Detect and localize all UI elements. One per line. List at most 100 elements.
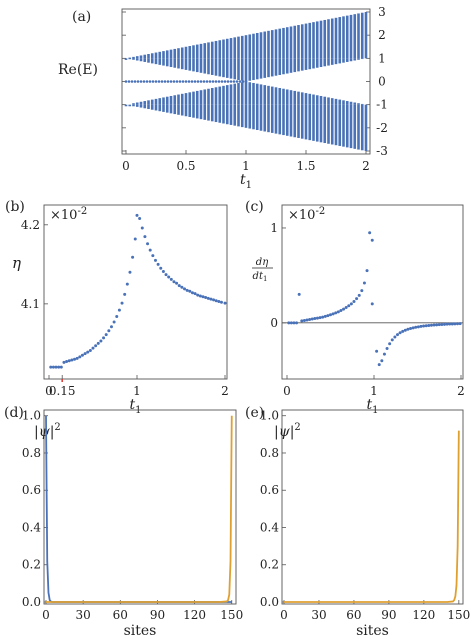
data-point [96, 341, 100, 345]
panel-a: (a) 0 0.5 1 1.5 2 3 2 1 0 -1 -2 -3 Re(E) t1 [58, 5, 388, 191]
lower-band-inner [143, 101, 147, 105]
data-point [104, 333, 108, 337]
lower-band-strip [192, 104, 195, 118]
y-tick-label: 0.8 [22, 446, 41, 460]
multiplier-exp: -2 [315, 206, 325, 217]
x-axis-label-sub: 1 [135, 405, 141, 416]
lower-band-strip [297, 104, 300, 138]
lower-band-inner [135, 102, 139, 105]
lower-band-strip [225, 104, 229, 125]
upper-band-inner [184, 58, 188, 70]
lower-band-inner [225, 85, 229, 105]
upper-band-inner [158, 58, 162, 65]
data-point [403, 328, 407, 332]
data-point [177, 284, 181, 288]
data-point [86, 350, 90, 354]
x-tick-label: 1 [370, 384, 378, 398]
panel-e: (e) 0 30 60 90 120 150 1.0 0.8 0.6 0.4 0.2 0.0 |ψ|2 si… [245, 405, 470, 639]
plot-frame [43, 204, 228, 380]
data-point [357, 293, 361, 297]
data-point [167, 275, 171, 279]
x-axis-label: t1 [367, 397, 379, 416]
upper-band-inner [169, 58, 173, 68]
data-point [120, 301, 124, 305]
lower-band-strip [252, 104, 255, 130]
edge-state-point [160, 80, 164, 83]
x-tick-label: 30 [76, 608, 91, 622]
data-point [198, 294, 202, 298]
y-tick-label: 1.0 [260, 409, 279, 423]
upper-band-inner [218, 58, 222, 77]
lower-band-strip [364, 104, 368, 151]
upper-band-strip [248, 34, 252, 59]
series-line [284, 430, 460, 603]
upper-band-strip [297, 25, 300, 59]
data-point [377, 363, 381, 367]
lower-band-strip [360, 104, 364, 151]
edge-state-point [238, 80, 242, 83]
upper-band-strip [345, 15, 349, 59]
lower-band-inner [203, 89, 207, 105]
y-tick-label: -2 [376, 121, 388, 135]
y-tick-label: -3 [376, 144, 388, 158]
x-tick-label: 0.15 [49, 384, 76, 398]
y-axis-label: |ψ|2 [34, 422, 61, 440]
lower-band-inner [327, 97, 330, 105]
lower-band-strip [177, 104, 180, 115]
edge-state-point [157, 80, 161, 83]
data-point [161, 269, 165, 273]
data-point [331, 312, 335, 316]
upper-band-strip [173, 48, 177, 59]
upper-band-inner [297, 58, 300, 72]
y-axis-label-den-sub: 1 [263, 275, 267, 283]
edge-state-point [241, 80, 245, 83]
series-line [45, 415, 232, 603]
lower-band-inner [259, 84, 263, 105]
upper-band-strip [203, 43, 207, 59]
upper-band-inner [315, 58, 319, 68]
upper-band-strip [222, 39, 225, 59]
data-point [91, 346, 95, 350]
upper-band-inner [345, 58, 349, 62]
data-point [128, 270, 132, 274]
plot-frame [43, 409, 237, 605]
panel-label: (c) [245, 199, 264, 215]
upper-band-strip [327, 19, 330, 59]
edge-state-point [151, 80, 155, 83]
x-tick-label: 1 [133, 384, 141, 398]
lower-band-inner [334, 98, 338, 105]
lower-band-inner [207, 88, 210, 105]
upper-band-inner [210, 58, 214, 75]
data-point [164, 273, 168, 277]
lower-band-strip [282, 104, 285, 136]
y-tick-label: 2 [378, 28, 386, 42]
data-point [385, 346, 389, 350]
upper-band-strip [338, 17, 342, 59]
y-tick-label: 1 [270, 221, 278, 235]
data-point [112, 320, 116, 324]
lower-band-strip [222, 104, 225, 124]
x-axis-label: t1 [130, 397, 142, 416]
edge-state-point [154, 80, 158, 83]
data-point [75, 356, 79, 360]
data-point [83, 352, 87, 356]
data-point [445, 322, 449, 326]
data-point [401, 329, 405, 333]
data-point [292, 321, 296, 325]
data-point [289, 321, 293, 325]
upper-band-strip [195, 44, 199, 59]
lower-band-strip [199, 104, 203, 120]
x-tick-label: 2 [221, 384, 229, 398]
x-tick-label: 60 [113, 608, 128, 622]
plot-frame [281, 204, 464, 380]
data-point [424, 324, 428, 328]
x-tick-label: 150 [447, 608, 470, 622]
data-point [360, 289, 364, 293]
upper-band-strip [237, 36, 240, 59]
lower-band-strip [285, 104, 289, 136]
data-point [409, 327, 413, 331]
lower-band-inner [199, 90, 203, 105]
upper-band-inner [244, 58, 248, 82]
edge-state-point [133, 80, 137, 83]
upper-band-strip [315, 21, 319, 59]
